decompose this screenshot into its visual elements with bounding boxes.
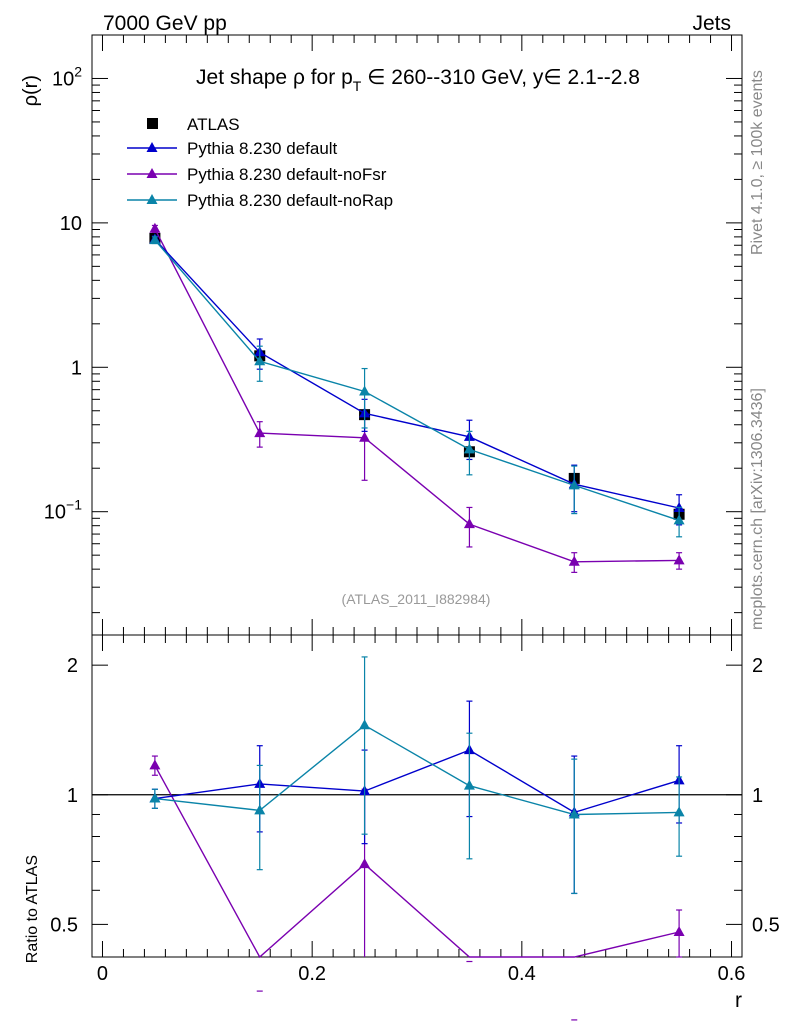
ratio-point-noRap — [568, 808, 580, 819]
legend-label-nofsr: Pythia 8.230 default-noFsr — [187, 165, 387, 184]
ratio-ylabel: Ratio to ATLAS — [24, 855, 41, 963]
main-ytick-label: 10 — [60, 213, 82, 235]
main-ytick-label: 1 — [71, 357, 82, 379]
ratio-xtick-label: 0 — [97, 963, 108, 985]
main-point-noFsr — [463, 518, 475, 529]
main-point-noFsr — [568, 555, 580, 566]
ratio-line-noRap — [154, 724, 680, 816]
rivet-label: Rivet 4.1.0, ≥ 100k events — [749, 70, 766, 255]
main-ytick-label-base: 1 — [71, 357, 82, 379]
main-title-sub: T — [353, 78, 362, 94]
ratio-ytick-label-right: 1 — [752, 785, 763, 807]
ratio-point-noRap — [463, 779, 475, 790]
ratio-point-noRap — [254, 804, 266, 815]
main-series-noFsr — [149, 222, 685, 573]
main-point-noRap — [359, 385, 371, 396]
ratio-point-noFsr — [359, 858, 371, 869]
main-line-default — [154, 238, 680, 509]
ratio-ytick-label-left: 0.5 — [50, 914, 78, 936]
legend-marker-atlas — [147, 118, 158, 129]
ratio-point-noFsr — [673, 926, 685, 937]
legend-entry-norap: Pythia 8.230 default-noRap — [127, 191, 393, 210]
ratio-point-noFsr — [149, 759, 161, 770]
main-title-prefix: Jet shape ρ for p — [196, 66, 353, 89]
watermark: (ATLAS_2011_I882984) — [342, 591, 491, 607]
main-point-noRap — [149, 234, 161, 245]
ratio-ytick-label-left: 2 — [67, 655, 78, 677]
main-line-noRap — [154, 239, 680, 522]
main-ytick-label-exp: 2 — [74, 63, 82, 79]
main-point-noRap — [254, 355, 266, 366]
main-line-noFsr — [154, 228, 680, 563]
main-ytick-label-exp: −1 — [66, 497, 82, 513]
ratio-point-noRap — [359, 719, 371, 730]
legend: ATLAS Pythia 8.230 default Pythia 8.230 … — [127, 115, 393, 210]
ratio-point-noRap — [149, 792, 161, 803]
x-axis-label: r — [735, 989, 742, 1012]
header-right: Jets — [692, 12, 731, 35]
ratio-xtick-label: 0.2 — [298, 963, 326, 985]
ratio-panel: Ratio to ATLAS r 2 2 1 1 0.5 0.5 0 0.2 0.4 0.6 — [24, 634, 780, 1021]
main-title-suffix: ∈ 260--310 GeV, y∈ 2.1--2.8 — [361, 66, 640, 89]
main-point-noRap — [673, 514, 685, 525]
legend-label-atlas: ATLAS — [187, 115, 240, 134]
ratio-series-default — [149, 700, 685, 895]
mcplots-label: mcplots.cern.ch [arXiv:1306.3436] — [749, 388, 766, 630]
header-left: 7000 GeV pp — [103, 12, 227, 35]
legend-entry-nofsr: Pythia 8.230 default-noFsr — [127, 165, 387, 184]
main-ytick-label: 102 — [52, 63, 82, 90]
ratio-series-noFsr — [149, 755, 685, 1021]
main-panel: ρ(r) Jet shape ρ for pT ∈ 260--310 GeV, … — [20, 34, 743, 636]
main-point-noFsr — [149, 222, 161, 233]
main-ytick-label: 10−1 — [44, 497, 82, 524]
main-point-noRap — [463, 443, 475, 454]
legend-entry-atlas: ATLAS — [147, 115, 240, 134]
legend-marker-default — [146, 142, 158, 152]
legend-marker-nofsr — [146, 168, 158, 178]
ratio-line-default — [154, 749, 680, 814]
main-ytick-label-base: 10 — [52, 68, 74, 90]
ratio-xtick-label: 0.6 — [718, 963, 746, 985]
main-series-noRap — [149, 234, 685, 538]
main-ytick-label-base: 10 — [44, 502, 66, 524]
main-series — [149, 222, 685, 573]
legend-entry-default: Pythia 8.230 default — [127, 139, 338, 158]
main-point-noFsr — [254, 427, 266, 438]
legend-label-default: Pythia 8.230 default — [187, 139, 338, 158]
legend-marker-norap — [146, 194, 158, 204]
main-point-noRap — [568, 479, 580, 490]
legend-label-norap: Pythia 8.230 default-noRap — [187, 191, 393, 210]
ratio-ytick-label-right: 2 — [752, 655, 763, 677]
ratio-series — [149, 656, 685, 1021]
main-ylabel: ρ(r) — [20, 75, 42, 106]
main-point-noFsr — [359, 431, 371, 442]
ratio-ytick-label-left: 1 — [67, 785, 78, 807]
ratio-ytick-label-right: 0.5 — [752, 914, 780, 936]
ratio-panel-frame — [91, 634, 743, 958]
ratio-axes: 2 2 1 1 0.5 0.5 0 0.2 0.4 0.6 — [50, 635, 780, 985]
ratio-xtick-label: 0.4 — [508, 963, 536, 985]
ratio-point-noRap — [673, 806, 685, 817]
main-point-noFsr — [673, 554, 685, 565]
main-ytick-label-base: 10 — [60, 213, 82, 235]
ratio-line-noFsr — [154, 765, 680, 959]
ratio-series-noRap — [149, 656, 685, 895]
main-series-atlas — [149, 232, 685, 520]
main-title: Jet shape ρ for pT ∈ 260--310 GeV, y∈ 2.… — [196, 66, 640, 94]
